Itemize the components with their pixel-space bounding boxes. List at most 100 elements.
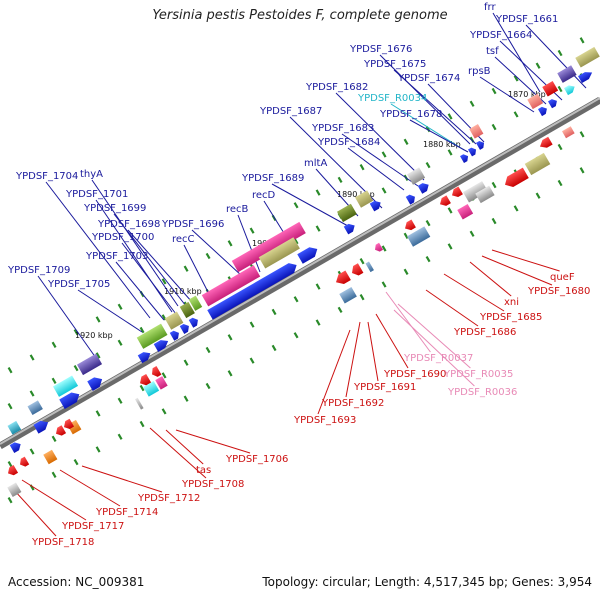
reverse-gene-arrow	[440, 195, 451, 206]
gene-label-xni: xni	[504, 297, 519, 308]
scale-dash	[29, 448, 35, 455]
gene-label-ypdsf-1700: YPDSF_1700	[91, 232, 154, 243]
scale-dash	[249, 357, 255, 364]
scale-dash	[7, 461, 13, 468]
label-line-ypdsf-1676	[379, 54, 471, 145]
label-line-ypdsf-r0036	[393, 309, 475, 387]
label-line-ypdsf-1661	[525, 24, 587, 89]
label-line-ypdsf-1703	[115, 261, 165, 321]
scale-dash	[227, 334, 233, 341]
gene-label-ypdsf-1693: YPDSF_1693	[293, 415, 356, 426]
gene-block	[43, 449, 58, 465]
gene-label-ypdsf-1664: YPDSF_1664	[469, 30, 532, 41]
reverse-gene-arrow	[405, 219, 416, 231]
forward-gene-arrow	[417, 183, 429, 194]
label-line-recc	[183, 244, 209, 293]
gene-label-frr: frr	[484, 2, 496, 13]
gene-block	[155, 376, 168, 390]
gene-block	[457, 203, 474, 220]
scale-dash	[447, 243, 453, 250]
scale-dash	[249, 227, 255, 234]
reverse-gene-arrow	[20, 456, 30, 467]
label-line-ypdsf-1714	[59, 469, 121, 507]
forward-gene-arrow	[538, 106, 547, 117]
tick-label-1890: 1890 kbp	[337, 190, 375, 199]
label-line-frr	[492, 12, 541, 93]
label-line-rpsb	[479, 76, 535, 113]
forward-gene-arrow	[460, 154, 469, 164]
label-line-ypdsf-1704	[45, 181, 151, 319]
tick-label-1870: 1870 kbp	[508, 90, 546, 99]
gene-label-quef: queF	[550, 272, 575, 283]
label-line-ypdsf-1680	[481, 255, 553, 286]
scale-dash	[95, 446, 101, 453]
gene-label-ypdsf-1705: YPDSF_1705	[47, 279, 110, 290]
forward-gene-arrow	[476, 140, 485, 150]
forward-label-lines	[37, 12, 587, 359]
scale-dash	[51, 377, 57, 384]
gene-label-ypdsf-1703: YPDSF_1703	[85, 251, 148, 262]
scale-dash	[469, 100, 475, 107]
gene-block	[527, 93, 544, 110]
scale-dash	[161, 372, 167, 379]
scale-dash	[161, 278, 167, 285]
gene-label-ypdsf-1674: YPDSF_1674	[397, 73, 460, 84]
label-line-ypdsf-r0035	[397, 303, 471, 369]
gene-label-ypdsf-1701: YPDSF_1701	[65, 189, 128, 200]
reverse-gene-arrow	[336, 270, 351, 285]
gene-label-ypdsf-1675: YPDSF_1675	[363, 59, 426, 70]
label-line-ypdsf-1682	[335, 92, 425, 181]
gene-label-ypdsf-r0035: YPDSF_R0035	[443, 369, 513, 380]
scale-dash	[73, 364, 79, 372]
label-line-ypdsf-r0034	[390, 103, 465, 151]
label-line-ypdsf-1706	[175, 429, 251, 454]
reverse-gene-arrow	[8, 464, 19, 476]
label-line-thya	[91, 179, 179, 307]
scale-dash	[205, 346, 211, 354]
label-line-ypdsf-1675	[393, 69, 477, 145]
scale-dash	[579, 167, 585, 174]
gene-label-ypdsf-1692: YPDSF_1692	[321, 398, 384, 409]
gene-label-ypdsf-1689: YPDSF_1689	[241, 173, 304, 184]
scale-dash	[271, 344, 277, 352]
scale-dash	[51, 471, 57, 478]
gene-block	[524, 152, 551, 176]
gene-label-ypdsf-1691: YPDSF_1691	[353, 382, 416, 393]
scale-dash	[535, 62, 541, 69]
scale-dash	[513, 205, 519, 212]
reverse-gene-arrow	[56, 425, 67, 436]
reverse-rna-arrow	[375, 242, 384, 252]
reverse-gene-arrow	[452, 186, 463, 197]
forward-gene-arrow	[59, 392, 80, 410]
scale-dash	[7, 497, 13, 504]
gene-block	[407, 226, 431, 247]
gene-label-ypdsf-1698: YPDSF_1698	[97, 219, 160, 230]
gene-block	[407, 167, 426, 185]
scale-dash	[7, 367, 13, 374]
gene-label-ypdsf-1685: YPDSF_1685	[479, 312, 542, 323]
scale-dash	[381, 245, 387, 252]
label-line-ypdsf-1699	[113, 213, 187, 307]
label-line-recb	[237, 214, 261, 273]
scale-dash	[315, 225, 321, 232]
genome-backbone	[0, 96, 600, 450]
gene-label-ypdsf-1661: YPDSF_1661	[495, 14, 558, 25]
scale-dash	[249, 321, 255, 328]
label-line-ypdsf-1709	[37, 275, 97, 359]
scale-dash	[425, 255, 431, 263]
gene-block	[355, 190, 374, 208]
forward-gene-arrow	[153, 340, 169, 352]
label-line-ypdsf-1691	[367, 321, 379, 382]
gene-label-ypdsf-1687: YPDSF_1687	[259, 106, 322, 117]
gene-block	[475, 185, 495, 204]
gene-label-ypdsf-1709: YPDSF_1709	[7, 265, 70, 276]
scale-dash	[227, 240, 233, 247]
gene-label-ypdsf-1704: YPDSF_1704	[15, 171, 78, 182]
scale-dash	[381, 281, 387, 288]
forward-gene-arrow	[343, 223, 355, 235]
gene-block	[469, 124, 484, 139]
gene-block	[27, 400, 43, 416]
forward-gene-arrow	[169, 330, 179, 341]
forward-gene-arrow	[9, 442, 21, 453]
label-line-ypdsf-1705	[77, 289, 143, 333]
